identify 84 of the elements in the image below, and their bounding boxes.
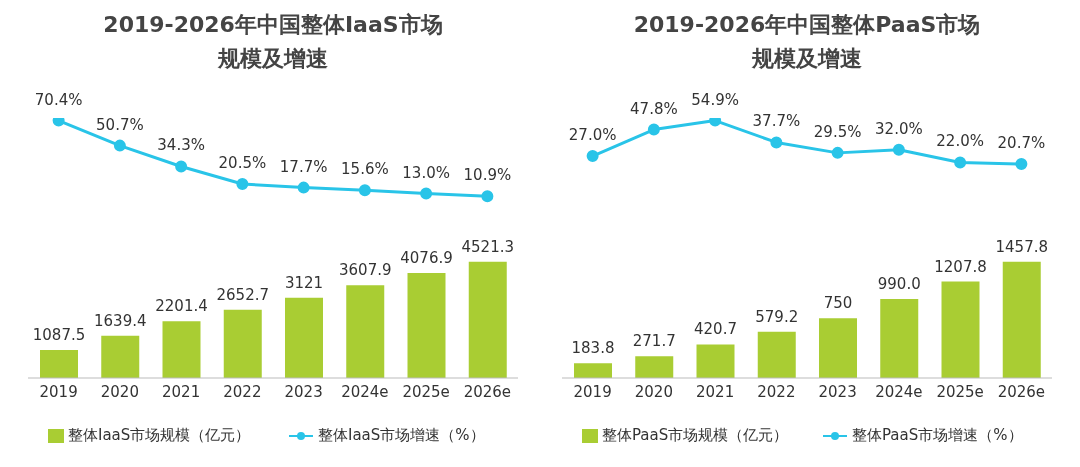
x-tick-label: 2020 [100, 382, 139, 401]
x-tick-label: 2024e [341, 382, 389, 401]
x-tick-label: 2026e [997, 382, 1046, 401]
x-tick-label: 2019 [573, 382, 612, 401]
point [1015, 158, 1028, 171]
data-label: 50.7% [96, 115, 144, 134]
chart-title: 2019-2026年中国整体IaaS市场规模及增速 [102, 11, 444, 73]
x-tick-label: 2019 [39, 382, 78, 401]
point [236, 178, 249, 191]
data-label: 20.5% [218, 154, 267, 173]
x-tick-label: 2025e [936, 382, 984, 401]
data-label: 22.0% [936, 132, 984, 151]
data-label: 29.5% [813, 122, 862, 141]
data-label: 20.7% [997, 134, 1046, 153]
data-label: 2652.7 [216, 285, 269, 304]
data-label: 3607.9 [339, 261, 392, 280]
data-label: 3121 [284, 273, 324, 292]
data-label: 1207.8 [934, 257, 987, 276]
data-label: 54.9% [691, 90, 739, 109]
legend-label: 整体PaaS市场增速（%） [852, 426, 1023, 445]
bar [162, 321, 201, 378]
point [297, 181, 310, 194]
legend-label: 整体IaaS市场增速（%） [318, 426, 485, 445]
point [831, 146, 844, 159]
data-label: 990.0 [877, 274, 921, 293]
data-label: 70.4% [34, 90, 83, 109]
bar [880, 298, 919, 378]
x-tick-label: 2024e [875, 382, 923, 401]
data-label: 271.7 [632, 332, 676, 351]
bar [346, 285, 385, 378]
bar [941, 281, 980, 378]
data-label: 34.3% [157, 136, 205, 155]
bar [757, 331, 796, 378]
x-tick-label: 2025e [402, 382, 450, 401]
x-tick-label: 2021 [162, 382, 201, 401]
point [647, 123, 660, 136]
bar [696, 344, 735, 378]
bar [40, 350, 78, 378]
point [358, 184, 371, 197]
x-tick-label: 2022 [757, 382, 796, 401]
point [892, 143, 905, 156]
bar [635, 356, 674, 378]
data-label: 2201.4 [155, 297, 208, 316]
x-tick-label: 2021 [696, 382, 735, 401]
bar [819, 318, 857, 378]
legend-label: 整体PaaS市场规模（亿元） [602, 426, 789, 445]
x-tick-label: 2023 [284, 382, 323, 401]
data-label: 27.0% [568, 126, 617, 145]
data-label: 4521.3 [461, 237, 514, 256]
point [481, 190, 494, 203]
data-label: 47.8% [630, 99, 678, 118]
bar [1002, 261, 1041, 378]
data-label: 4076.9 [400, 249, 453, 268]
data-label: 1639.4 [94, 311, 147, 330]
data-label: 579.2 [755, 307, 799, 326]
x-tick-label: 2020 [634, 382, 673, 401]
bar [468, 261, 507, 378]
bar [407, 273, 446, 378]
point [113, 139, 126, 152]
point [175, 160, 188, 173]
data-label: 750 [823, 294, 853, 313]
x-tick-label: 2023 [818, 382, 857, 401]
legend-label: 整体IaaS市场规模（亿元） [68, 426, 251, 445]
chart-title: 2019-2026年中国整体PaaS市场规模及增速 [632, 11, 982, 73]
bar [285, 297, 323, 378]
data-label: 15.6% [341, 160, 389, 179]
data-label: 420.7 [694, 320, 737, 339]
data-label: 13.0% [402, 163, 450, 182]
point [954, 156, 967, 169]
bar [101, 335, 140, 378]
point [586, 150, 599, 163]
point [770, 136, 783, 149]
data-label: 17.7% [279, 157, 328, 176]
bar [574, 363, 612, 378]
x-tick-label: 2026e [463, 382, 512, 401]
data-label: 1457.8 [995, 237, 1048, 256]
data-label: 37.7% [752, 112, 801, 131]
data-label: 1087.5 [32, 326, 86, 345]
x-tick-label: 2022 [223, 382, 262, 401]
data-label: 32.0% [875, 119, 923, 138]
data-label: 10.9% [463, 166, 512, 185]
point [420, 187, 433, 200]
data-label: 183.8 [571, 339, 615, 358]
bar [223, 309, 262, 378]
